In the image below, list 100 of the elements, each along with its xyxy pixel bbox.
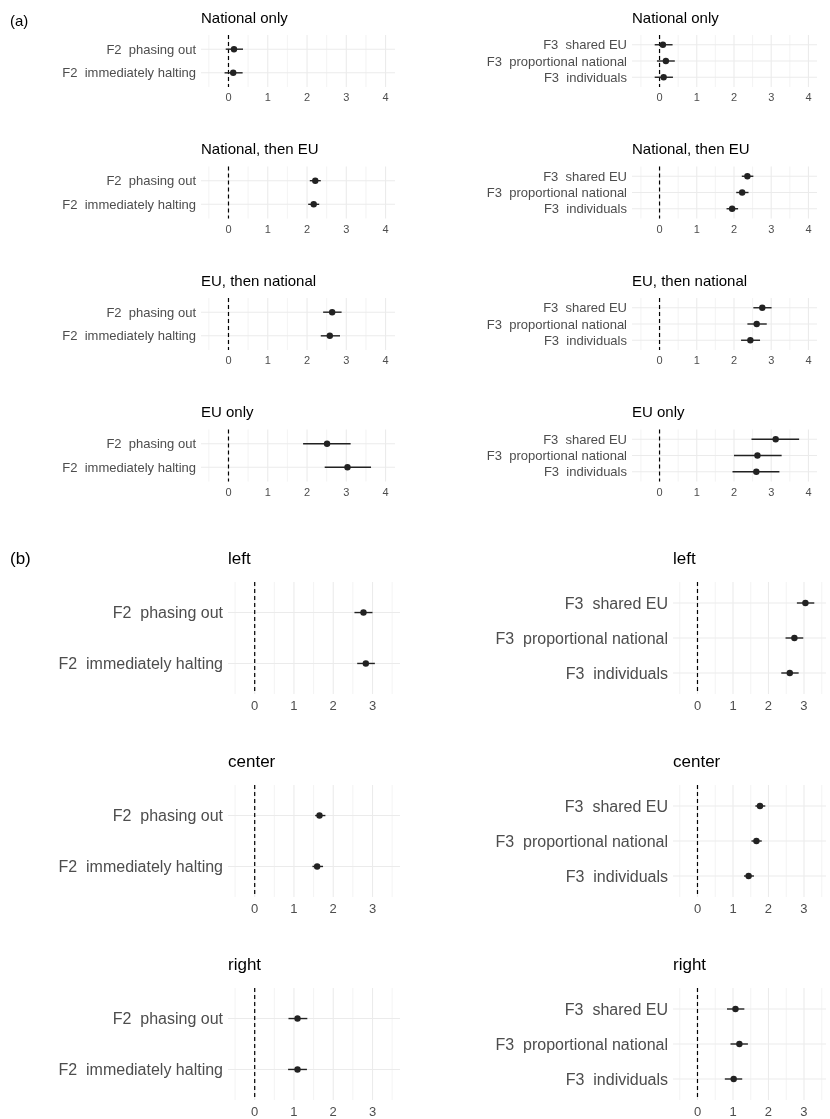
x-tick-label: 1 xyxy=(290,698,298,713)
x-tick-label: 4 xyxy=(382,91,389,103)
x-tick-label: 2 xyxy=(764,901,773,916)
x-tick-label: 3 xyxy=(800,1104,808,1119)
x-tick-label: 0 xyxy=(251,698,259,713)
x-tick-label: 1 xyxy=(264,485,271,498)
x-tick-label: 2 xyxy=(730,354,738,366)
x-tick-label: 2 xyxy=(303,485,311,498)
y-tick-label: F3 shared EU xyxy=(543,431,627,447)
x-tick-label: 3 xyxy=(343,222,350,235)
x-tick-label: 1 xyxy=(264,222,271,235)
chart-title: National only xyxy=(632,8,720,26)
chart-title: EU, then national xyxy=(201,271,317,289)
chart-title: left xyxy=(228,549,251,569)
x-tick-label: 1 xyxy=(693,91,700,103)
x-tick-label: 3 xyxy=(368,901,377,916)
y-tick-label: F2 immediately halting xyxy=(62,459,196,475)
y-tick-label: F3 proportional national xyxy=(486,316,628,332)
y-tick-label: F2 immediately halting xyxy=(62,328,196,344)
x-tick-label: 0 xyxy=(656,354,663,366)
chart-title: EU, then national xyxy=(632,271,748,289)
x-tick-label: 3 xyxy=(800,901,808,916)
x-tick-label: 2 xyxy=(764,698,773,713)
text: (a) xyxy=(10,11,29,29)
x-tick-label: 1 xyxy=(729,1104,737,1119)
y-tick-label: F3 shared EU xyxy=(564,1000,668,1018)
x-tick-label: 0 xyxy=(656,91,663,103)
y-tick-label: F3 individuals xyxy=(543,464,628,480)
chart-title: National, then EU xyxy=(632,140,750,158)
x-tick-label: 1 xyxy=(693,222,700,235)
x-tick-label: 0 xyxy=(693,698,702,713)
x-tick-label: 3 xyxy=(343,485,350,498)
x-tick-label: 0 xyxy=(225,222,232,235)
y-tick-label: F2 phasing out xyxy=(106,304,197,320)
x-tick-label: 0 xyxy=(251,901,259,916)
x-tick-label: 2 xyxy=(303,354,311,366)
y-tick-label: F2 phasing out xyxy=(106,436,197,452)
y-tick-label: F2 immediately halting xyxy=(58,858,223,876)
y-tick-label: F2 phasing out xyxy=(112,1010,224,1028)
y-tick-label: F2 immediately halting xyxy=(62,65,196,81)
y-tick-label: F3 proportional national xyxy=(486,448,628,464)
x-tick-label: 4 xyxy=(805,91,812,103)
y-tick-label: F2 phasing out xyxy=(112,807,224,825)
x-tick-label: 4 xyxy=(805,222,812,235)
chart-title: right xyxy=(228,955,262,975)
x-tick-label: 2 xyxy=(303,222,311,235)
x-tick-label: 2 xyxy=(764,1104,773,1119)
x-tick-label: 1 xyxy=(290,1104,298,1119)
y-tick-label: F3 proportional national xyxy=(495,629,668,647)
x-tick-label: 1 xyxy=(729,901,737,916)
x-tick-label: 0 xyxy=(693,901,702,916)
x-tick-label: 0 xyxy=(225,485,232,498)
y-tick-label: F3 shared EU xyxy=(543,168,627,184)
x-tick-label: 3 xyxy=(768,485,775,498)
x-tick-label: 3 xyxy=(768,354,775,366)
x-tick-label: 2 xyxy=(303,91,311,103)
x-tick-label: 3 xyxy=(343,91,350,103)
y-tick-label: F2 immediately halting xyxy=(58,1061,223,1079)
x-tick-label: 4 xyxy=(805,485,812,498)
chart-title: National only xyxy=(201,8,289,26)
x-tick-label: 0 xyxy=(225,91,232,103)
y-tick-label: F3 shared EU xyxy=(543,300,627,316)
y-tick-label: F3 individuals xyxy=(543,69,628,85)
x-tick-label: 4 xyxy=(382,485,389,498)
x-tick-label: 0 xyxy=(656,485,663,498)
y-tick-label: F3 proportional national xyxy=(495,1035,668,1053)
x-tick-label: 0 xyxy=(225,354,232,366)
x-tick-label: 2 xyxy=(730,485,738,498)
x-tick-label: 4 xyxy=(382,354,389,366)
x-tick-label: 0 xyxy=(251,1104,259,1119)
x-tick-label: 1 xyxy=(290,901,298,916)
chart-title: right xyxy=(673,955,707,975)
x-tick-label: 1 xyxy=(693,354,700,366)
x-tick-label: 1 xyxy=(693,485,700,498)
y-tick-label: F3 shared EU xyxy=(564,594,668,612)
text: (b) xyxy=(10,549,31,569)
y-tick-label: F3 individuals xyxy=(543,332,628,348)
x-tick-label: 4 xyxy=(382,222,389,235)
chart-title: center xyxy=(228,752,276,772)
x-tick-label: 3 xyxy=(768,91,775,103)
chart-title: National, then EU xyxy=(201,140,319,158)
x-tick-label: 3 xyxy=(800,698,808,713)
y-tick-label: F3 proportional national xyxy=(486,53,628,69)
chart-title: left xyxy=(673,549,696,569)
x-tick-label: 1 xyxy=(264,354,271,366)
x-tick-label: 1 xyxy=(264,91,271,103)
y-tick-label: F3 individuals xyxy=(565,867,668,885)
x-tick-label: 2 xyxy=(730,91,738,103)
y-tick-label: F3 proportional national xyxy=(495,832,668,850)
chart-title: EU only xyxy=(632,403,686,421)
x-tick-label: 4 xyxy=(805,354,812,366)
x-tick-label: 3 xyxy=(368,698,377,713)
y-tick-label: F2 phasing out xyxy=(106,173,197,189)
x-tick-label: 3 xyxy=(368,1104,377,1119)
y-tick-label: F3 individuals xyxy=(565,664,668,682)
y-tick-label: F3 shared EU xyxy=(543,37,627,53)
y-tick-label: F2 immediately halting xyxy=(58,655,223,673)
x-tick-label: 1 xyxy=(729,698,737,713)
y-tick-label: F3 shared EU xyxy=(564,797,668,815)
chart-title: center xyxy=(673,752,721,772)
